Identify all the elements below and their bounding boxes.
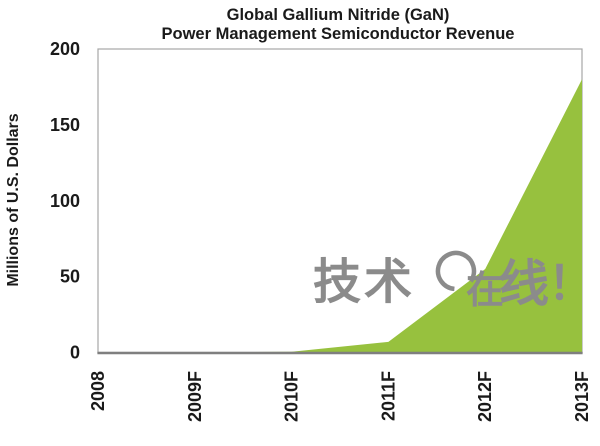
watermark: 技术 在 线 ！: [313, 250, 594, 312]
x-axis-tick-labels: 2008 2009F 2010F 2011F 2012F 2013F: [88, 371, 592, 422]
chart-title-line2: Power Management Semiconductor Revenue: [161, 25, 514, 43]
watermark-text-tech: 技术: [313, 256, 415, 309]
x-tick-label: 2011F: [378, 371, 398, 421]
x-tick-label: 2009F: [185, 371, 205, 422]
y-tick-label: 100: [50, 191, 80, 211]
watermark-text-zai: 在: [466, 270, 504, 312]
y-axis-tick-labels: 0 50 100 150 200: [50, 39, 80, 363]
x-tick-label: 2012F: [475, 371, 495, 422]
revenue-area-series: [98, 79, 582, 353]
x-tick-label: 2010F: [282, 371, 302, 422]
y-tick-label: 150: [50, 115, 80, 135]
y-axis-title: Millions of U.S. Dollars: [5, 113, 22, 286]
y-tick-label: 50: [60, 267, 80, 287]
x-tick-label: 2008: [88, 371, 108, 411]
x-tick-label: 2013F: [572, 371, 592, 422]
watermark-exclamation-mark: ！: [548, 257, 594, 309]
chart-title-line1: Global Gallium Nitride (GaN): [227, 6, 450, 24]
watermark-circle-icon: [435, 250, 477, 292]
y-tick-label: 0: [70, 343, 80, 363]
watermark-text-xian: 线: [499, 256, 549, 312]
y-tick-label: 200: [50, 39, 80, 59]
